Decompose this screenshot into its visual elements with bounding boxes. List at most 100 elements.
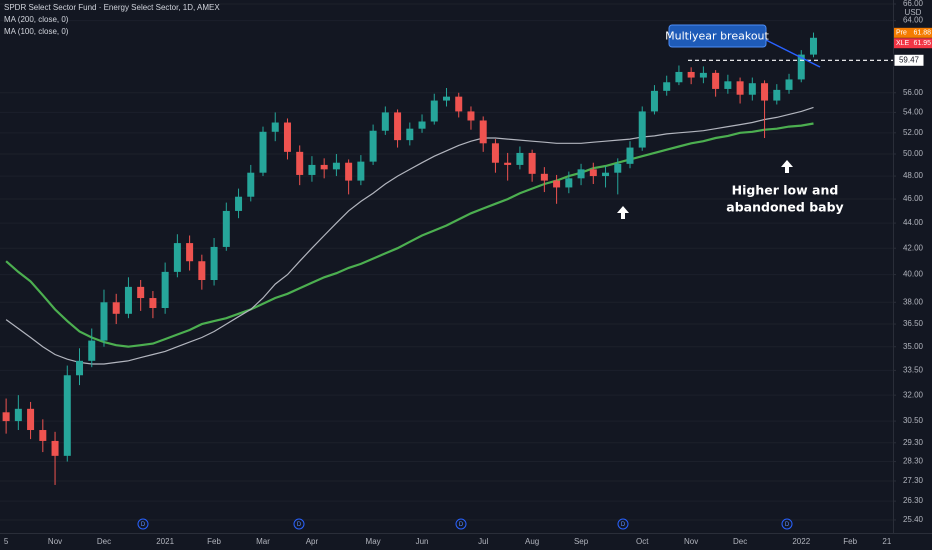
candle-body — [357, 161, 365, 181]
candle-body — [553, 180, 561, 188]
candle-body — [504, 162, 512, 165]
candle-body — [332, 162, 340, 170]
y-tick-label: 33.50 — [903, 366, 924, 375]
candle-body — [589, 169, 597, 177]
y-tick-label: 36.50 — [903, 319, 924, 328]
currency-label: USD — [905, 8, 922, 17]
dividend-label: D — [141, 522, 146, 528]
candle-body — [27, 408, 35, 431]
x-tick-label: Nov — [684, 537, 698, 546]
marks — [2, 32, 893, 485]
price-tag-name: Pre — [896, 30, 907, 37]
candle-body — [785, 79, 793, 90]
candle-body — [63, 375, 71, 456]
x-tick-label: Apr — [306, 537, 319, 546]
candle-body — [455, 96, 463, 112]
y-tick-label: 44.00 — [903, 218, 924, 227]
arrow-icon — [617, 206, 629, 219]
candle-body — [247, 172, 255, 197]
candle-body — [418, 121, 426, 129]
y-tick-label: 48.00 — [903, 171, 924, 180]
candle-body — [76, 360, 84, 376]
dividend-icon — [617, 518, 629, 530]
y-tick-label: 32.00 — [903, 390, 924, 399]
chart-title: SPDR Select Sector Fund · Energy Select … — [4, 3, 220, 12]
y-tick-label: 38.00 — [903, 297, 924, 306]
candle-body — [626, 147, 634, 164]
x-tick-label: Jun — [416, 537, 429, 546]
legend-entry: MA (100, close, 0) — [4, 27, 69, 36]
candle-body — [381, 112, 389, 131]
candle-body — [602, 172, 610, 177]
price-tag-value: 61.88 — [913, 30, 931, 37]
arrow-icon — [781, 160, 793, 173]
candle-body — [112, 302, 120, 314]
candle-body — [14, 408, 22, 422]
candle-body — [345, 162, 353, 181]
dividend-icon — [293, 518, 305, 530]
candle-body — [283, 122, 291, 152]
y-tick-label: 26.30 — [903, 496, 924, 505]
candle-body — [308, 164, 316, 175]
candle-body — [528, 152, 536, 174]
dividend-label: D — [621, 522, 626, 528]
candle-body — [2, 412, 10, 422]
candle-body — [614, 163, 622, 173]
candle-body — [712, 72, 720, 89]
candle-body — [467, 111, 475, 121]
price-tag — [894, 38, 932, 49]
x-tick-label: Mar — [256, 537, 270, 546]
candle-body — [173, 243, 181, 272]
y-tick-label: 35.00 — [903, 342, 924, 351]
callout-text: Multiyear breakout — [665, 30, 769, 43]
y-tick-label: 66.00 — [903, 0, 924, 8]
x-tick-label: Dec — [733, 537, 747, 546]
dividend-icon — [781, 518, 793, 530]
dividend-label: D — [785, 522, 790, 528]
y-tick-label: 64.00 — [903, 16, 924, 25]
dividend-icon — [455, 518, 467, 530]
x-tick-label: Nov — [48, 537, 62, 546]
candle-body — [797, 54, 805, 80]
candle-body — [761, 83, 769, 101]
annotations: SPDR Select Sector Fund · Energy Select … — [4, 3, 922, 219]
legend-entry: MA (200, close, 0) — [4, 15, 69, 24]
candle-body — [650, 90, 658, 112]
candle-body — [186, 243, 194, 262]
candle-body — [124, 286, 132, 314]
x-tick-label: 5 — [4, 537, 9, 546]
dividend-label: D — [297, 522, 302, 528]
x-tick-label: Feb — [843, 537, 857, 546]
y-tick-label: 25.40 — [903, 515, 924, 524]
candle-body — [320, 164, 328, 170]
candle-body — [259, 131, 267, 173]
candle-body — [675, 71, 683, 83]
candle-body — [235, 196, 243, 211]
candle-body — [369, 130, 377, 162]
y-tick-label: 46.00 — [903, 194, 924, 203]
level-tag-text: 59.47 — [899, 55, 920, 64]
candle-body — [638, 111, 646, 148]
candle-body — [210, 246, 218, 281]
x-tick-label: 2022 — [792, 537, 810, 546]
candle-body — [748, 83, 756, 95]
candle-body — [724, 81, 732, 89]
candle-body — [137, 286, 145, 299]
y-tick-label: 52.00 — [903, 128, 924, 137]
x-tick-label: 2021 — [156, 537, 174, 546]
candle-body — [394, 112, 402, 141]
candle-body — [540, 173, 548, 181]
candle-body — [161, 271, 169, 309]
dividend-icon — [137, 518, 149, 530]
candle-body — [271, 122, 279, 132]
x-tick-label: May — [366, 537, 381, 546]
candle-body — [663, 82, 671, 91]
candle-body — [406, 128, 414, 141]
y-tick-label: 50.00 — [903, 149, 924, 158]
ma-line — [5, 122, 814, 348]
x-tick-label: Feb — [207, 537, 221, 546]
candle-body — [773, 89, 781, 101]
candle-body — [39, 430, 47, 441]
y-tick-label: 54.00 — [903, 108, 924, 117]
